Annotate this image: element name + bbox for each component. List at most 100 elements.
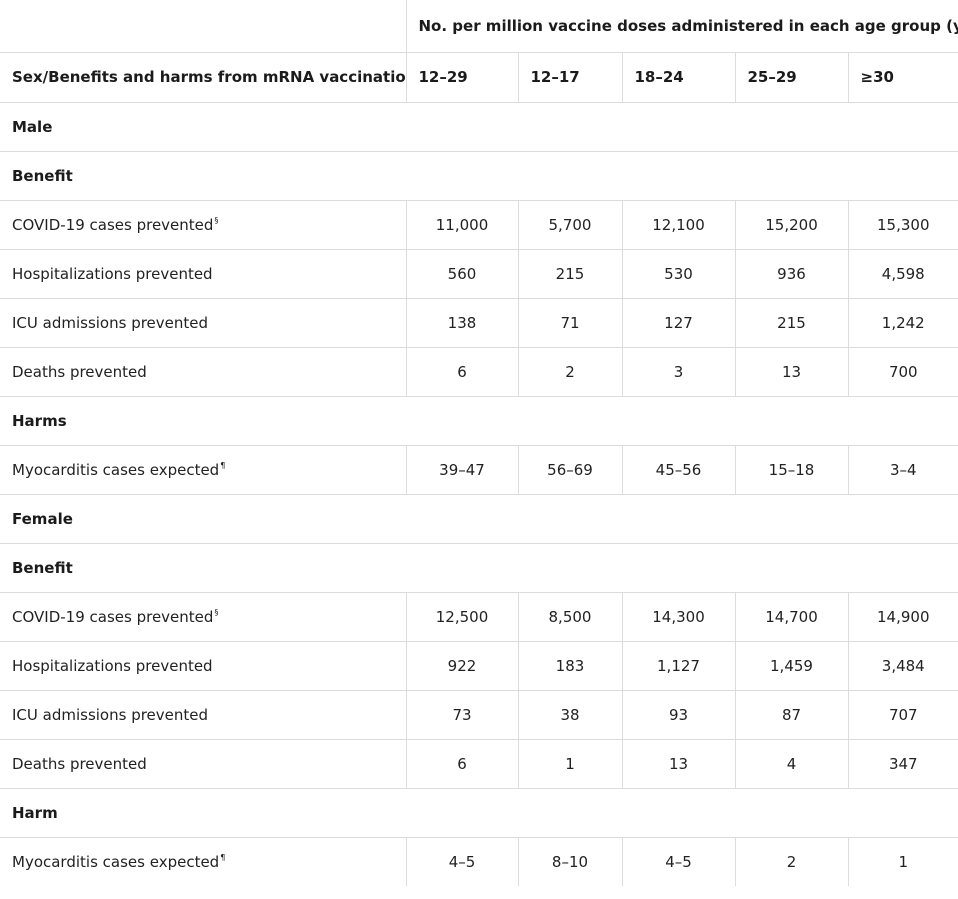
value-cell: 3–4	[847, 444, 958, 495]
value-cell: 56–69	[517, 444, 623, 495]
value-cell: 1,127	[621, 640, 736, 691]
value-cell: 1,459	[734, 640, 849, 691]
section-row: Benefit	[0, 542, 958, 593]
header-row-bottom: Sex/Benefits and harms from mRNA vaccina…	[0, 51, 958, 103]
row-label: Deaths prevented	[12, 754, 147, 773]
row-label: Hospitalizations prevented	[12, 656, 213, 675]
table-row: ICU admissions prevented 138 71 127 215 1,242	[0, 297, 958, 348]
value-cell: 13	[621, 738, 736, 789]
value-cell: 8–10	[517, 836, 623, 886]
value-cell: 4–5	[621, 836, 736, 886]
value-cell: 2	[734, 836, 849, 886]
value-cell: 11,000	[405, 199, 519, 250]
row-label: COVID-19 cases prevented	[12, 215, 214, 234]
value-cell: 4	[734, 738, 849, 789]
value-cell: 215	[517, 248, 623, 299]
value-cell: 13	[734, 346, 849, 397]
value-cell: 215	[734, 297, 849, 348]
value-cell: 1,242	[847, 297, 958, 348]
value-cell: 530	[621, 248, 736, 299]
row-label-cell: Hospitalizations prevented	[0, 640, 407, 691]
section-row: Benefit	[0, 150, 958, 201]
section-label: Female	[0, 493, 958, 544]
value-cell: 5,700	[517, 199, 623, 250]
row-label-cell: Deaths prevented	[0, 738, 407, 789]
section-row: Harm	[0, 787, 958, 838]
value-cell: 138	[405, 297, 519, 348]
value-cell: 1	[847, 836, 958, 886]
age-group-header: 18–24	[621, 51, 736, 103]
value-cell: 3,484	[847, 640, 958, 691]
row-label: ICU admissions prevented	[12, 705, 209, 724]
section-row: Harms	[0, 395, 958, 446]
value-cell: 6	[405, 346, 519, 397]
value-cell: 14,900	[847, 591, 958, 642]
table-row: Deaths prevented 6 1 13 4 347	[0, 738, 958, 789]
value-cell: 4–5	[405, 836, 519, 886]
value-cell: 707	[847, 689, 958, 740]
value-cell: 39–47	[405, 444, 519, 495]
value-cell: 93	[621, 689, 736, 740]
span-header-text: No. per million vaccine doses administer…	[418, 16, 958, 35]
row-label: COVID-19 cases prevented	[12, 607, 214, 626]
section-row: Male	[0, 101, 958, 152]
value-cell: 12,500	[405, 591, 519, 642]
row-label: Myocarditis cases expected	[12, 460, 220, 479]
value-cell: 45–56	[621, 444, 736, 495]
value-cell: 6	[405, 738, 519, 789]
value-cell: 73	[405, 689, 519, 740]
row-label-cell: Hospitalizations prevented	[0, 248, 407, 299]
value-cell: 87	[734, 689, 849, 740]
section-label: Harm	[0, 787, 958, 838]
value-cell: 127	[621, 297, 736, 348]
age-group-span-header: No. per million vaccine doses administer…	[405, 0, 958, 53]
table-row: Hospitalizations prevented 560 215 530 936 4,…	[0, 248, 958, 299]
footnote-mark: ¶	[220, 460, 226, 470]
value-cell: 12,100	[621, 199, 736, 250]
section-label: Male	[0, 101, 958, 152]
value-cell: 183	[517, 640, 623, 691]
value-cell: 14,300	[621, 591, 736, 642]
footnote-mark: §	[214, 215, 219, 225]
table-row: Myocarditis cases expected¶ 39–47 56–69 45–…	[0, 444, 958, 495]
corner-cell	[0, 0, 407, 53]
value-cell: 1	[517, 738, 623, 789]
value-cell: 700	[847, 346, 958, 397]
row-label: Myocarditis cases expected	[12, 852, 220, 871]
table-row: Myocarditis cases expected¶ 4–5 8–10 4–5 2 1	[0, 836, 958, 886]
row-label-header: Sex/Benefits and harms from mRNA vaccina…	[0, 52, 407, 103]
row-label-cell: Deaths prevented	[0, 346, 407, 397]
row-label-cell: Myocarditis cases expected¶	[0, 836, 407, 886]
value-cell: 936	[734, 248, 849, 299]
row-label-cell: COVID-19 cases prevented§	[0, 199, 407, 250]
row-label-cell: COVID-19 cases prevented§	[0, 591, 407, 642]
section-label: Benefit	[0, 542, 958, 593]
age-group-header: 25–29	[734, 51, 849, 103]
value-cell: 14,700	[734, 591, 849, 642]
value-cell: 2	[517, 346, 623, 397]
value-cell: 560	[405, 248, 519, 299]
value-cell: 15,300	[847, 199, 958, 250]
value-cell: 922	[405, 640, 519, 691]
age-group-header: ≥30	[847, 51, 958, 103]
table-body: Male Benefit COVID-19 cases prevented§ 11,0…	[0, 101, 958, 886]
value-cell: 71	[517, 297, 623, 348]
value-cell: 4,598	[847, 248, 958, 299]
value-cell: 8,500	[517, 591, 623, 642]
value-cell: 15–18	[734, 444, 849, 495]
age-group-header: 12–17	[517, 51, 623, 103]
row-label-cell: ICU admissions prevented	[0, 689, 407, 740]
row-label: Deaths prevented	[12, 362, 147, 381]
table-row: Hospitalizations prevented 922 183 1,127 1,4…	[0, 640, 958, 691]
row-label: Hospitalizations prevented	[12, 264, 213, 283]
value-cell: 3	[621, 346, 736, 397]
table-row: COVID-19 cases prevented§ 11,000 5,700 12,1…	[0, 199, 958, 250]
row-label: ICU admissions prevented	[12, 313, 209, 332]
row-label-cell: Myocarditis cases expected¶	[0, 444, 407, 495]
table-row: Deaths prevented 6 2 3 13 700	[0, 346, 958, 397]
footnote-mark: §	[214, 607, 219, 617]
section-label: Harms	[0, 395, 958, 446]
value-cell: 15,200	[734, 199, 849, 250]
value-cell: 38	[517, 689, 623, 740]
value-cell: 347	[847, 738, 958, 789]
